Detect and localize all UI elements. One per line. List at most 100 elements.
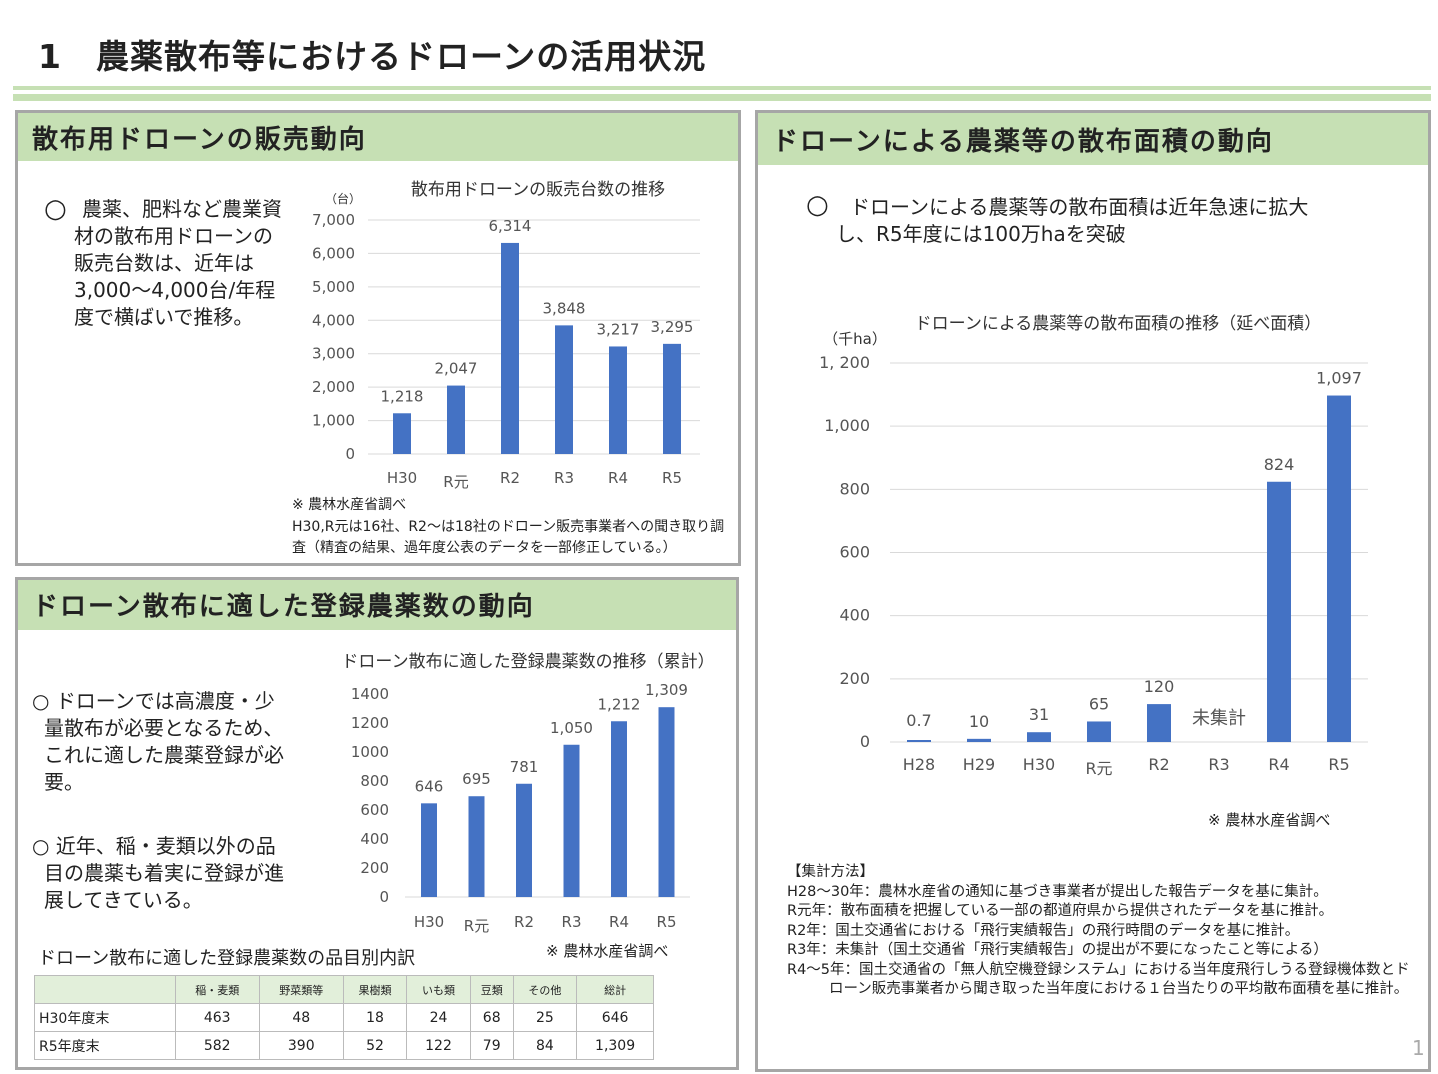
x-tick-label: R5 bbox=[1328, 755, 1349, 774]
data-label: 695 bbox=[462, 770, 491, 788]
sales-method-note: H30,R元は16社、R2～は18社のドローン販売事業者への聞き取り調査（精査の… bbox=[292, 519, 725, 556]
data-label: 3,848 bbox=[543, 299, 586, 317]
y-tick-label: 1,000 bbox=[312, 412, 355, 430]
y-axis-unit: （台） bbox=[325, 191, 361, 206]
method-line: R元年：散布面積を把握している一部の都道府県から提供されたデータを基に推計。 bbox=[787, 903, 1334, 919]
bar bbox=[1267, 481, 1291, 742]
sales-source-note: ※ 農林水産省調べ bbox=[292, 497, 407, 513]
sales-description: 農薬、肥料など農業資材の散布用ドローンの販売台数は、近年は3,000～4,000… bbox=[74, 197, 282, 329]
pesticides-bullet-2: ○ 近年、稲・麦類以外の品目の農薬も着実に登録が進展してきている。 bbox=[32, 834, 284, 912]
page-title: 1 農薬散布等におけるドローンの活用状況 bbox=[38, 37, 707, 76]
y-tick-label: 6,000 bbox=[312, 244, 355, 262]
table-cell: 68 bbox=[469, 1003, 514, 1032]
method-line: R2年：国土交通省における「飛行実績報告」の飛行時間のデータを基に推計。 bbox=[787, 922, 1300, 939]
header-cell: 野菜類等 bbox=[258, 975, 344, 1004]
data-label: 120 bbox=[1144, 677, 1175, 696]
aggregation-methods: 【集計方法】 H28～30年：農林水産省の通知に基づき事業者が提出した報告データ… bbox=[787, 863, 1410, 1000]
header-cell bbox=[34, 975, 176, 1004]
data-label: 1,218 bbox=[381, 387, 424, 405]
table-cell: 463 bbox=[174, 1003, 260, 1032]
table-cell: 24 bbox=[406, 1003, 471, 1032]
x-tick-label: R4 bbox=[608, 469, 628, 487]
table-cell: 1,309 bbox=[576, 1031, 654, 1060]
y-tick-label: 7,000 bbox=[312, 211, 355, 229]
title-divider bbox=[13, 86, 1431, 90]
bar bbox=[658, 707, 675, 897]
page-number: 1 bbox=[1412, 1036, 1425, 1060]
area-heading: ドローンによる農薬等の散布面積の動向 bbox=[758, 113, 1428, 165]
table-cell: 52 bbox=[342, 1031, 408, 1060]
pesticides-bullet-1: ○ ドローンでは高濃度・少量散布が必要となるため、これに適した農薬登録が必要。 bbox=[32, 689, 284, 794]
x-tick-label: R元 bbox=[443, 473, 468, 491]
data-label: 646 bbox=[415, 777, 444, 795]
bar bbox=[967, 738, 991, 742]
x-tick-label: R元 bbox=[1085, 759, 1112, 778]
x-tick-label: R元 bbox=[464, 917, 489, 935]
table-cell: 390 bbox=[258, 1031, 344, 1060]
x-tick-label: H30 bbox=[414, 913, 444, 931]
y-tick-label: 1, 200 bbox=[819, 353, 870, 372]
data-label: 31 bbox=[1029, 705, 1049, 724]
table-cell: 25 bbox=[512, 1003, 578, 1032]
table-title: ドローン散布に適した登録農薬数の品目別内訳 bbox=[38, 948, 416, 969]
y-tick-label: 200 bbox=[360, 859, 389, 877]
data-label: 2,047 bbox=[435, 360, 478, 378]
y-tick-label: 0 bbox=[345, 445, 355, 463]
title-divider bbox=[13, 94, 1431, 101]
bar bbox=[501, 242, 519, 454]
bar bbox=[1087, 721, 1111, 742]
bar bbox=[468, 796, 485, 897]
table-cell: 122 bbox=[406, 1031, 471, 1060]
method-line: ローン販売事業者から聞き取った当年度における１台当たりの平均散布面積を基に推計。 bbox=[829, 981, 1409, 997]
bar bbox=[393, 413, 411, 454]
x-tick-label: R4 bbox=[1268, 755, 1289, 774]
data-label: 1,309 bbox=[645, 681, 688, 699]
x-tick-label: R3 bbox=[554, 469, 574, 487]
header-cell: 総計 bbox=[576, 975, 654, 1004]
y-tick-label: 600 bbox=[839, 543, 870, 562]
x-tick-label: H29 bbox=[963, 755, 995, 774]
method-line: R4～5年：国土交通省の「無人航空機登録システム」における当年度飛行しうる登録機… bbox=[787, 961, 1410, 978]
row-label: H30年度末 bbox=[34, 1003, 176, 1032]
pesticides-heading: ドローン散布に適した登録農薬数の動向 bbox=[18, 580, 736, 630]
data-label: 未集計 bbox=[1192, 708, 1246, 729]
y-tick-label: 0 bbox=[860, 732, 870, 751]
chart-title: ドローン散布に適した登録農薬数の推移（累計） bbox=[341, 652, 714, 672]
bar bbox=[611, 721, 627, 897]
y-tick-label: 3,000 bbox=[312, 345, 355, 363]
y-axis-unit: （千ha） bbox=[823, 330, 887, 348]
y-tick-label: 200 bbox=[839, 669, 870, 688]
x-tick-label: H30 bbox=[387, 469, 417, 487]
pesticide-breakdown-table: 稲・麦類 野菜類等 果樹類 いも類 豆類 その他 総計 H30年度末 463 4… bbox=[34, 975, 654, 1060]
bar bbox=[907, 740, 931, 742]
header-cell: 稲・麦類 bbox=[174, 975, 260, 1004]
header-cell: 果樹類 bbox=[342, 975, 408, 1004]
x-tick-label: H28 bbox=[903, 755, 935, 774]
bar bbox=[563, 744, 580, 897]
method-line: R3年：未集計（国土交通省「飛行実績報告」の提出が不要になったこと等による） bbox=[787, 942, 1328, 958]
data-label: 3,295 bbox=[651, 318, 694, 336]
x-tick-label: R2 bbox=[1148, 755, 1169, 774]
y-tick-label: 400 bbox=[360, 830, 389, 848]
bullet-icon: ○ bbox=[806, 190, 829, 220]
y-tick-label: 1,000 bbox=[824, 416, 870, 435]
header-cell: その他 bbox=[512, 975, 578, 1004]
area-description: ドローンによる農薬等の散布面積は近年急速に拡大し、R5年度には100万haを突破 bbox=[836, 195, 1309, 246]
data-label: 6,314 bbox=[489, 217, 532, 235]
y-tick-label: 400 bbox=[839, 606, 870, 625]
bar bbox=[555, 325, 573, 454]
x-tick-label: R2 bbox=[514, 913, 534, 931]
data-label: 824 bbox=[1264, 455, 1295, 474]
x-tick-label: R5 bbox=[657, 913, 677, 931]
pesticides-source-note: ※ 農林水産省調べ bbox=[546, 942, 669, 960]
bar bbox=[1027, 732, 1051, 742]
chart-title: 散布用ドローンの販売台数の推移 bbox=[411, 180, 665, 200]
table-cell: 582 bbox=[174, 1031, 260, 1060]
methods-title: 【集計方法】 bbox=[787, 864, 874, 880]
x-tick-label: R3 bbox=[1208, 755, 1229, 774]
bullet-icon: ○ bbox=[44, 194, 67, 224]
y-tick-label: 600 bbox=[360, 801, 389, 819]
data-label: 10 bbox=[969, 712, 989, 731]
table-cell: 646 bbox=[576, 1003, 654, 1032]
